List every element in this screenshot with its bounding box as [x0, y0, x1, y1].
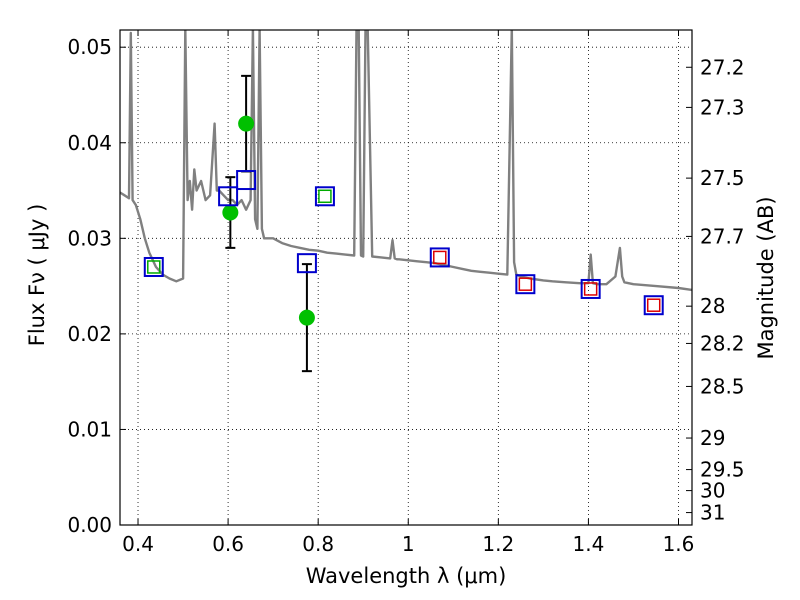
- magnitude-tick-label: 28.2: [700, 331, 745, 355]
- band-marker: [147, 260, 161, 274]
- magnitude-tick-label: 28: [700, 294, 725, 318]
- magnitude-tick-label: 28.5: [700, 374, 745, 398]
- y-axis-ticks: 0.00 0.01 0.02 0.03 0.04 0.05: [67, 35, 126, 537]
- spectrum-line: [120, 30, 692, 292]
- x-tick-label: 0.8: [302, 532, 334, 556]
- y-axis-label: Flux Fν ( μJy ): [25, 204, 49, 347]
- band-marker: [646, 298, 661, 312]
- model-point: [296, 253, 317, 274]
- x-tick-label: 0.4: [122, 532, 154, 556]
- marker-layer: [143, 74, 664, 373]
- x-tick-label: 1.4: [573, 532, 605, 556]
- band-marker: [518, 277, 533, 291]
- observed-point: [298, 309, 315, 326]
- model-point: [218, 186, 239, 207]
- y-tick-label: 0.02: [67, 322, 112, 346]
- x-axis-ticks: 0.4 0.6 0.8 1 1.2 1.4 1.6: [122, 30, 694, 556]
- band-marker: [318, 189, 332, 204]
- magnitude-tick-label: 29.5: [700, 458, 745, 482]
- magnitude-tick-label: 27.3: [700, 95, 745, 119]
- x-axis-label: Wavelength λ (μm): [306, 564, 507, 588]
- y-tick-label: 0.04: [67, 131, 112, 155]
- magnitude-axis-label: Magnitude (AB): [754, 196, 778, 359]
- magnitude-tick-label: 29: [700, 426, 725, 450]
- model-point: [143, 256, 164, 277]
- observed-point: [238, 115, 255, 132]
- x-tick-label: 1.2: [482, 532, 514, 556]
- magnitude-tick-label: 31: [700, 501, 725, 525]
- observed-point: [222, 204, 239, 221]
- y-tick-label: 0.01: [67, 417, 112, 441]
- spectrum-layer: [120, 30, 692, 292]
- model-point: [314, 186, 335, 207]
- y-tick-label: 0.00: [67, 513, 112, 537]
- grid: [120, 30, 692, 526]
- plot-frame: [119, 29, 693, 526]
- magnitude-tick-label: 30: [700, 479, 725, 503]
- model-point: [580, 278, 601, 299]
- x-tick-label: 0.6: [212, 532, 244, 556]
- model-point: [643, 295, 664, 316]
- magnitude-tick-label: 27.7: [700, 224, 745, 248]
- magnitude-tick-label: 27.5: [700, 166, 745, 190]
- model-point: [429, 247, 450, 268]
- y-tick-label: 0.03: [67, 226, 112, 250]
- x-tick-label: 1.6: [663, 532, 695, 556]
- band-marker: [433, 250, 447, 265]
- y-tick-label: 0.05: [67, 35, 112, 59]
- band-marker: [583, 282, 598, 296]
- magnitude-tick-label: 27.2: [700, 55, 745, 79]
- model-point: [515, 274, 536, 295]
- x-tick-label: 1: [402, 532, 415, 556]
- model-point: [236, 170, 257, 191]
